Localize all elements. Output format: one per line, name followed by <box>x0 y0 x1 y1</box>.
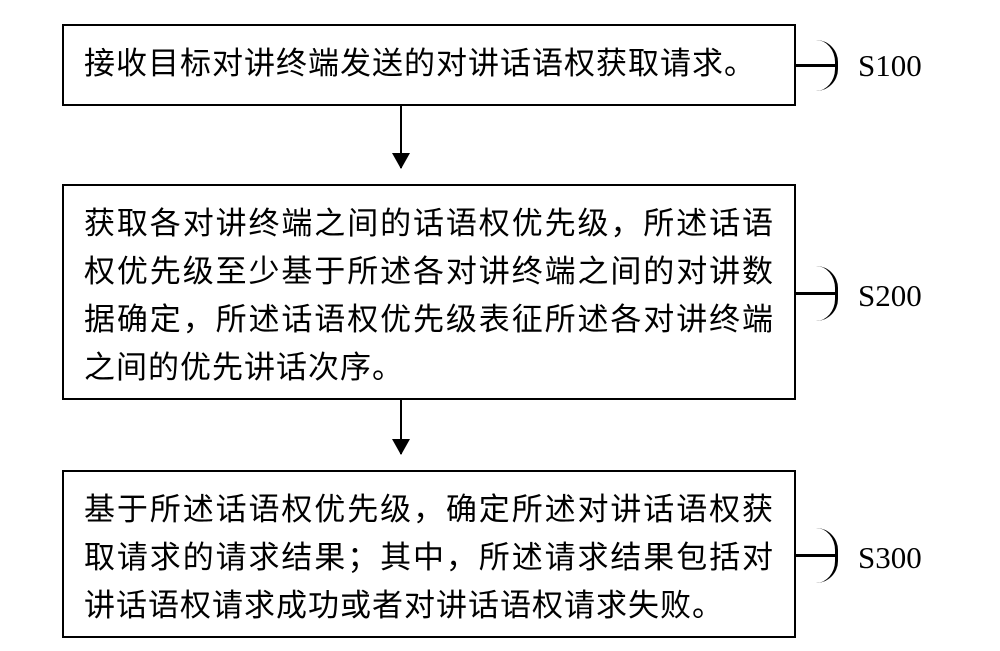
step-label-s300: S300 <box>858 540 922 576</box>
flow-arrow <box>400 106 402 168</box>
node-text: 获取各对讲终端之间的话语权优先级，所述话语权优先级至少基于所述各对讲终端之间的对… <box>84 200 774 392</box>
flow-arrow <box>400 400 402 454</box>
step-label-s200: S200 <box>858 278 922 314</box>
label-connector <box>796 292 838 321</box>
flow-node-s300: 基于所述话语权优先级，确定所述对讲话语权获取请求的请求结果；其中，所述请求结果包… <box>62 470 796 638</box>
label-connector <box>796 64 838 91</box>
flow-node-s200: 获取各对讲终端之间的话语权优先级，所述话语权优先级至少基于所述各对讲终端之间的对… <box>62 184 796 400</box>
node-text: 接收目标对讲终端发送的对讲话语权获取请求。 <box>84 40 774 88</box>
label-connector <box>796 554 838 583</box>
label-connector <box>796 266 838 295</box>
flow-node-s100: 接收目标对讲终端发送的对讲话语权获取请求。 <box>62 24 796 106</box>
node-text: 基于所述话语权优先级，确定所述对讲话语权获取请求的请求结果；其中，所述请求结果包… <box>84 486 774 630</box>
label-connector <box>796 40 838 67</box>
label-connector <box>796 528 838 557</box>
flowchart-container: 接收目标对讲终端发送的对讲话语权获取请求。 S100 获取各对讲终端之间的话语权… <box>0 0 1000 651</box>
step-label-s100: S100 <box>858 48 922 84</box>
